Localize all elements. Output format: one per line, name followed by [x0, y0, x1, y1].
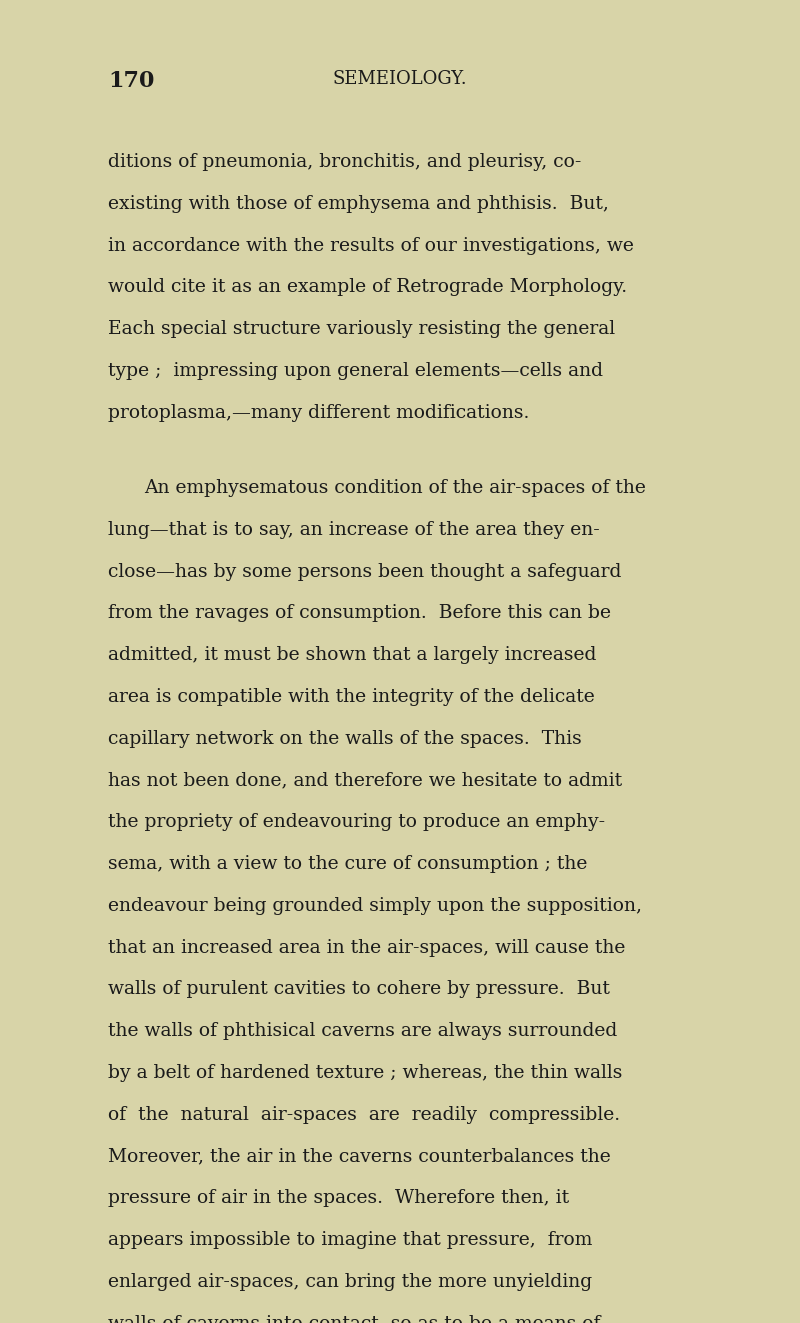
Text: walls of caverns into contact, so as to be a means of: walls of caverns into contact, so as to …: [108, 1315, 600, 1323]
Text: ditions of pneumonia, bronchitis, and pleurisy, co-: ditions of pneumonia, bronchitis, and pl…: [108, 153, 582, 171]
Text: the walls of phthisical caverns are always surrounded: the walls of phthisical caverns are alwa…: [108, 1023, 618, 1040]
Text: that an increased area in the air-spaces, will cause the: that an increased area in the air-spaces…: [108, 938, 626, 957]
Text: lung—that is to say, an increase of the area they en-: lung—that is to say, an increase of the …: [108, 521, 600, 538]
Text: Moreover, the air in the caverns counterbalances the: Moreover, the air in the caverns counter…: [108, 1147, 610, 1166]
Text: has not been done, and therefore we hesitate to admit: has not been done, and therefore we hesi…: [108, 771, 622, 790]
Text: area is compatible with the integrity of the delicate: area is compatible with the integrity of…: [108, 688, 594, 706]
Text: in accordance with the results of our investigations, we: in accordance with the results of our in…: [108, 237, 634, 255]
Text: existing with those of emphysema and phthisis.  But,: existing with those of emphysema and pht…: [108, 194, 609, 213]
Text: sema, with a view to the cure of consumption ; the: sema, with a view to the cure of consump…: [108, 855, 587, 873]
Text: endeavour being grounded simply upon the supposition,: endeavour being grounded simply upon the…: [108, 897, 642, 914]
Text: pressure of air in the spaces.  Wherefore then, it: pressure of air in the spaces. Wherefore…: [108, 1189, 569, 1207]
Text: would cite it as an example of Retrograde Morphology.: would cite it as an example of Retrograd…: [108, 279, 627, 296]
Text: SEMEIOLOGY.: SEMEIOLOGY.: [333, 70, 467, 87]
Text: from the ravages of consumption.  Before this can be: from the ravages of consumption. Before …: [108, 605, 611, 622]
Text: An emphysematous condition of the air-spaces of the: An emphysematous condition of the air-sp…: [144, 479, 646, 497]
Text: Each special structure variously resisting the general: Each special structure variously resisti…: [108, 320, 615, 339]
Text: type ;  impressing upon general elements—cells and: type ; impressing upon general elements—…: [108, 363, 603, 380]
Text: admitted, it must be shown that a largely increased: admitted, it must be shown that a largel…: [108, 646, 596, 664]
Text: of  the  natural  air-spaces  are  readily  compressible.: of the natural air-spaces are readily co…: [108, 1106, 620, 1123]
Text: enlarged air-spaces, can bring the more unyielding: enlarged air-spaces, can bring the more …: [108, 1273, 592, 1291]
Text: protoplasma,—many different modifications.: protoplasma,—many different modification…: [108, 404, 530, 422]
Text: appears impossible to imagine that pressure,  from: appears impossible to imagine that press…: [108, 1230, 592, 1249]
Text: 170: 170: [108, 70, 154, 91]
Text: walls of purulent cavities to cohere by pressure.  But: walls of purulent cavities to cohere by …: [108, 980, 610, 999]
Text: by a belt of hardened texture ; whereas, the thin walls: by a belt of hardened texture ; whereas,…: [108, 1064, 622, 1082]
Text: the propriety of endeavouring to produce an emphy-: the propriety of endeavouring to produce…: [108, 814, 605, 831]
Text: capillary network on the walls of the spaces.  This: capillary network on the walls of the sp…: [108, 730, 582, 747]
Text: close—has by some persons been thought a safeguard: close—has by some persons been thought a…: [108, 562, 622, 581]
